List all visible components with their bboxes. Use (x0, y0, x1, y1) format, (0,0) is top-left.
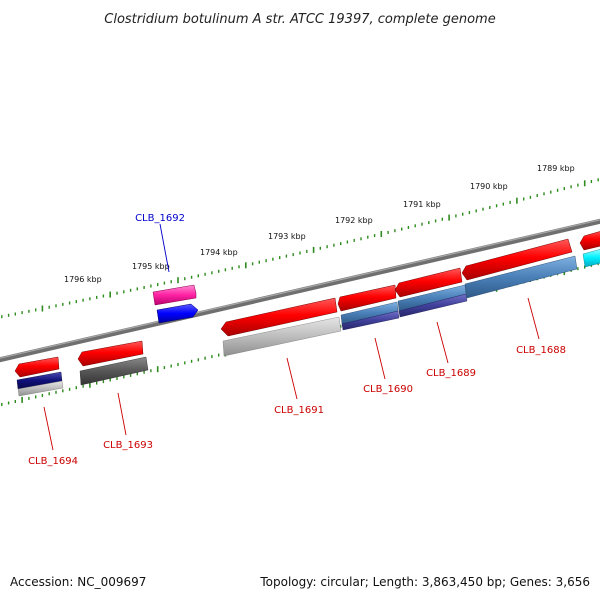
cds-arrow-pink[interactable] (152, 284, 197, 306)
gene-label-CLB_1693[interactable]: CLB_1693 (103, 440, 153, 451)
cds-arrow-blue[interactable] (156, 303, 199, 324)
cds-CLB_1690[interactable] (337, 284, 397, 312)
cds-CLB_1691[interactable] (220, 297, 338, 337)
gene-labels: CLB_1692 CLB_1694 CLB_1693 CLB_1691 CLB_… (28, 213, 566, 467)
hit-dark-CLB_1693[interactable] (79, 356, 149, 386)
leader-CLB_1688 (527, 297, 540, 340)
feature-CLB_1692[interactable] (152, 284, 199, 324)
scale-label-1793: 1793 kbp (268, 232, 306, 241)
cds-CLB_1694[interactable] (14, 356, 60, 378)
leader-CLB_1692 (159, 223, 170, 273)
hit-purple-CLB_1690[interactable] (341, 310, 400, 331)
scale-label-1789: 1789 kbp (537, 164, 575, 173)
genome-backbone (0, 218, 600, 363)
scale-label-1790: 1790 kbp (470, 182, 508, 191)
genome-summary-text: Topology: circular; Length: 3,863,450 bp… (259, 575, 590, 589)
hit-gray-CLB_1694[interactable] (17, 380, 64, 397)
cds-offscreen-right[interactable] (579, 230, 600, 251)
accession-text: Accession: NC_009697 (10, 575, 146, 589)
leader-CLB_1691 (286, 357, 298, 400)
map-title: Clostridium botulinum A str. ATCC 19397,… (104, 12, 495, 27)
gene-label-CLB_1688[interactable]: CLB_1688 (516, 345, 566, 356)
leader-CLB_1694 (43, 406, 54, 451)
hit-steel-CLB_1688[interactable] (464, 255, 578, 299)
scale-label-1795: 1795 kbp (132, 262, 170, 271)
genome-backbone-highlight (0, 219, 600, 359)
leader-CLB_1689 (436, 321, 449, 364)
label-leaders (43, 223, 540, 451)
scale-label-1792: 1792 kbp (335, 216, 373, 225)
scale-label-1794: 1794 kbp (200, 248, 238, 257)
cds-track (14, 230, 600, 378)
cds-CLB_1689[interactable] (394, 267, 463, 298)
gene-label-CLB_1691[interactable]: CLB_1691 (274, 405, 324, 416)
gene-label-CLB_1694[interactable]: CLB_1694 (28, 456, 78, 467)
scale-label-1791: 1791 kbp (403, 200, 441, 209)
cds-CLB_1693[interactable] (77, 340, 144, 367)
scale-label-1796: 1796 kbp (64, 275, 102, 284)
hit-gray-CLB_1691[interactable] (222, 316, 342, 357)
hit-purple-CLB_1689[interactable] (398, 293, 468, 318)
leader-CLB_1693 (117, 392, 127, 436)
cds-CLB_1688[interactable] (461, 238, 573, 281)
leader-CLB_1690 (374, 337, 386, 380)
gene-label-CLB_1692[interactable]: CLB_1692 (135, 213, 185, 224)
scale-ring-upper (1, 178, 599, 319)
scale-labels: 1796 kbp 1795 kbp 1794 kbp 1793 kbp 1792… (64, 164, 575, 284)
blast-hit-track (16, 248, 600, 397)
gene-label-CLB_1690[interactable]: CLB_1690 (363, 384, 413, 395)
hit-cyan-offscreen[interactable] (582, 248, 600, 268)
gene-label-CLB_1689[interactable]: CLB_1689 (426, 368, 476, 379)
